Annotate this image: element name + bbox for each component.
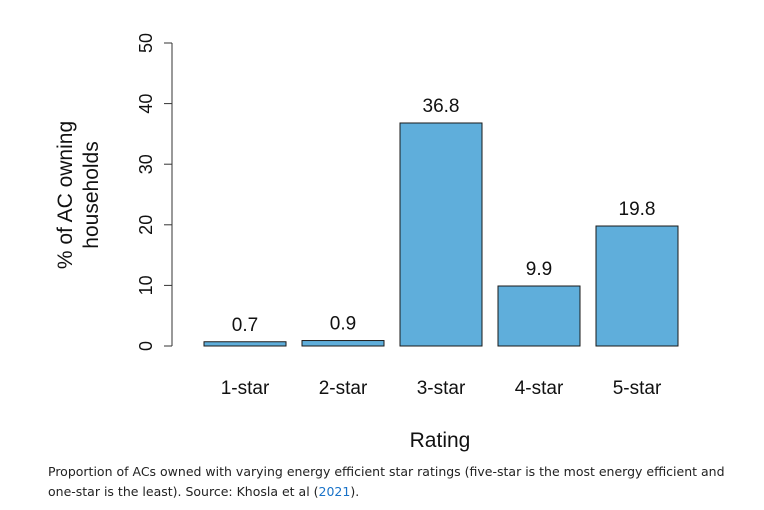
bar-4-star [497,285,581,347]
citation-link[interactable]: 2021 [318,484,351,499]
x-tick-label: 5-star [613,378,662,399]
y-axis: 0 10 20 30 40 50 [136,33,173,351]
bar-chart: 0 10 20 30 40 50 % of AC owning households 0.… [54,33,679,452]
y-tick-label: 0 [136,341,156,351]
x-tick-label: 1-star [221,378,270,399]
data-label: 36.8 [423,96,460,117]
x-axis-label: Rating [410,429,471,452]
y-tick-label: 40 [136,94,156,114]
bar-2-star [301,340,385,347]
x-tick-label: 3-star [417,378,466,399]
y-axis-label-line2: households [80,141,103,248]
bar-5-star [595,225,679,347]
data-label: 0.9 [330,314,356,335]
bar-1-star [203,341,287,347]
bar-3-star [399,122,483,347]
y-tick-label: 30 [136,154,156,174]
data-label: 9.9 [526,259,552,280]
figure-caption: Proportion of ACs owned with varying ene… [48,462,748,502]
y-tick-label: 10 [136,275,156,295]
caption-text: Proportion of ACs owned with varying ene… [48,464,725,499]
caption-suffix: ). [350,484,360,499]
y-tick-label: 20 [136,215,156,235]
data-label: 0.7 [232,315,258,336]
x-tick-label: 4-star [515,378,564,399]
data-label: 19.8 [619,199,656,220]
y-axis-label-line1: % of AC owning [54,121,77,269]
bars: 0.7 0.9 36.8 9.9 19.8 [203,96,679,347]
x-tick-labels: 1-star 2-star 3-star 4-star 5-star [221,378,662,399]
x-tick-label: 2-star [319,378,368,399]
y-tick-label: 50 [136,33,156,53]
